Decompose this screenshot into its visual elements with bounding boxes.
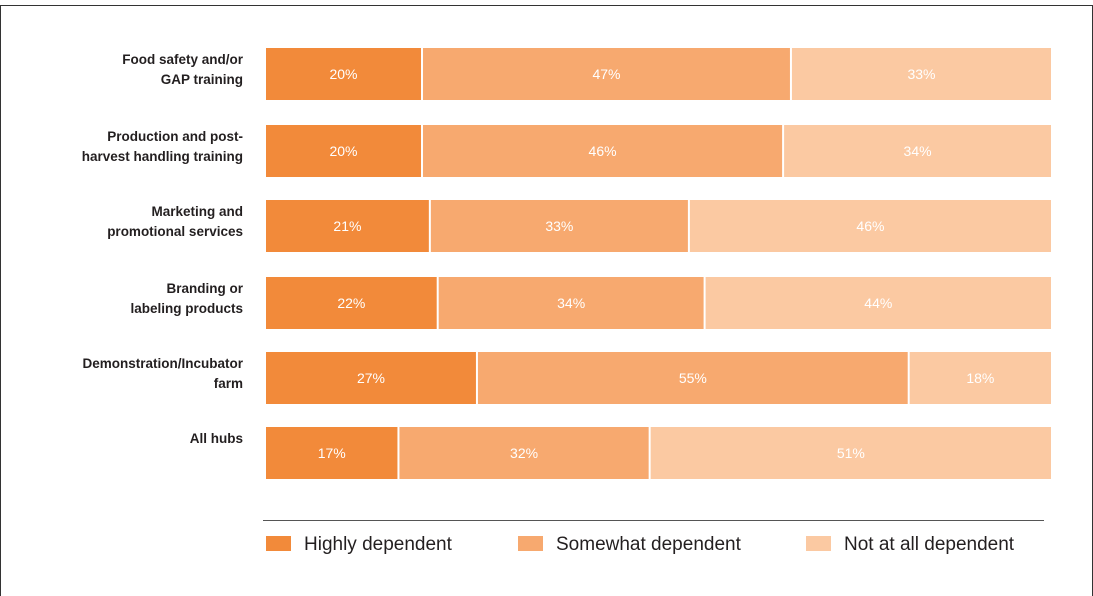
category-label-row-5-line-1: Demonstration/Incubator <box>82 356 243 371</box>
data-label-somewhat-dependent-row-4: 34% <box>557 295 585 311</box>
data-label-somewhat-dependent-row-2: 46% <box>589 143 617 159</box>
legend-label-not-at-all-dependent: Not at all dependent <box>844 534 1015 555</box>
bar-segment-not-at-all-dependent-row-3 <box>689 200 1051 252</box>
category-label-row-5-line-2: farm <box>214 376 243 391</box>
category-label-row-2-line-1: Production and post- <box>107 129 243 144</box>
legend-swatch-somewhat-dependent <box>518 536 543 551</box>
category-labels: Food safety and/or GAP training Production… <box>82 52 244 446</box>
legend-swatch-highly-dependent <box>266 536 291 551</box>
legend-label-highly-dependent: Highly dependent <box>304 534 453 555</box>
legend-item-not-at-all-dependent: Not at all dependent <box>806 534 1015 555</box>
data-label-highly-dependent-row-4: 22% <box>337 295 365 311</box>
data-label-not-at-all-dependent-row-5: 18% <box>966 370 994 386</box>
bar-segment-somewhat-dependent-row-4 <box>438 277 704 329</box>
bars-layer: 20% 47% 33% 20% 46% 34% 21% 33% 46% 22% 34% 44% 27% 5… <box>266 48 1051 479</box>
data-label-not-at-all-dependent-row-4: 44% <box>864 295 892 311</box>
data-label-somewhat-dependent-row-6: 32% <box>510 445 538 461</box>
bar-segment-somewhat-dependent-row-2 <box>423 125 783 177</box>
bar-segment-somewhat-dependent-row-1 <box>423 48 790 100</box>
data-label-somewhat-dependent-row-3: 33% <box>545 218 573 234</box>
category-label-row-3-line-2: promotional services <box>107 224 243 239</box>
category-label-row-2-line-2: harvest handling training <box>82 149 243 164</box>
bar-segment-somewhat-dependent-row-6 <box>399 427 649 479</box>
legend: Highly dependent Somewhat dependent Not at… <box>266 534 1015 555</box>
bar-segment-not-at-all-dependent-row-2 <box>784 125 1051 177</box>
data-label-highly-dependent-row-1: 20% <box>329 66 357 82</box>
category-label-row-4-line-1: Branding or <box>167 281 244 296</box>
bar-segment-highly-dependent-row-5 <box>266 352 476 404</box>
data-label-somewhat-dependent-row-1: 47% <box>592 66 620 82</box>
category-label-row-1-line-1: Food safety and/or <box>122 52 244 67</box>
bar-segment-highly-dependent-row-3 <box>266 200 429 252</box>
bar-segment-somewhat-dependent-row-5 <box>477 352 908 404</box>
data-label-somewhat-dependent-row-5: 55% <box>679 370 707 386</box>
bar-segment-not-at-all-dependent-row-4 <box>705 277 1051 329</box>
data-label-highly-dependent-row-6: 17% <box>318 445 346 461</box>
legend-swatch-not-at-all-dependent <box>806 536 831 551</box>
bar-segment-not-at-all-dependent-row-6 <box>650 427 1051 479</box>
category-label-row-6: All hubs <box>190 431 243 446</box>
legend-label-somewhat-dependent: Somewhat dependent <box>556 534 742 555</box>
legend-item-highly-dependent: Highly dependent <box>266 534 453 555</box>
bar-segment-highly-dependent-row-1 <box>266 48 421 100</box>
data-label-not-at-all-dependent-row-2: 34% <box>904 143 932 159</box>
bar-segment-somewhat-dependent-row-3 <box>430 200 688 252</box>
data-label-highly-dependent-row-2: 20% <box>329 143 357 159</box>
legend-item-somewhat-dependent: Somewhat dependent <box>518 534 742 555</box>
data-label-not-at-all-dependent-row-1: 33% <box>907 66 935 82</box>
data-label-highly-dependent-row-5: 27% <box>357 370 385 386</box>
bar-segment-not-at-all-dependent-row-5 <box>909 352 1051 404</box>
bar-segment-highly-dependent-row-4 <box>266 277 437 329</box>
category-label-row-4-line-2: labeling products <box>130 301 243 316</box>
bar-segment-not-at-all-dependent-row-1 <box>791 48 1051 100</box>
category-label-row-3-line-1: Marketing and <box>151 204 243 219</box>
data-label-not-at-all-dependent-row-6: 51% <box>837 445 865 461</box>
data-label-not-at-all-dependent-row-3: 46% <box>856 218 884 234</box>
category-label-row-1-line-2: GAP training <box>161 72 243 87</box>
bar-segment-highly-dependent-row-2 <box>266 125 421 177</box>
data-label-highly-dependent-row-3: 21% <box>333 218 361 234</box>
bar-segment-highly-dependent-row-6 <box>266 427 398 479</box>
